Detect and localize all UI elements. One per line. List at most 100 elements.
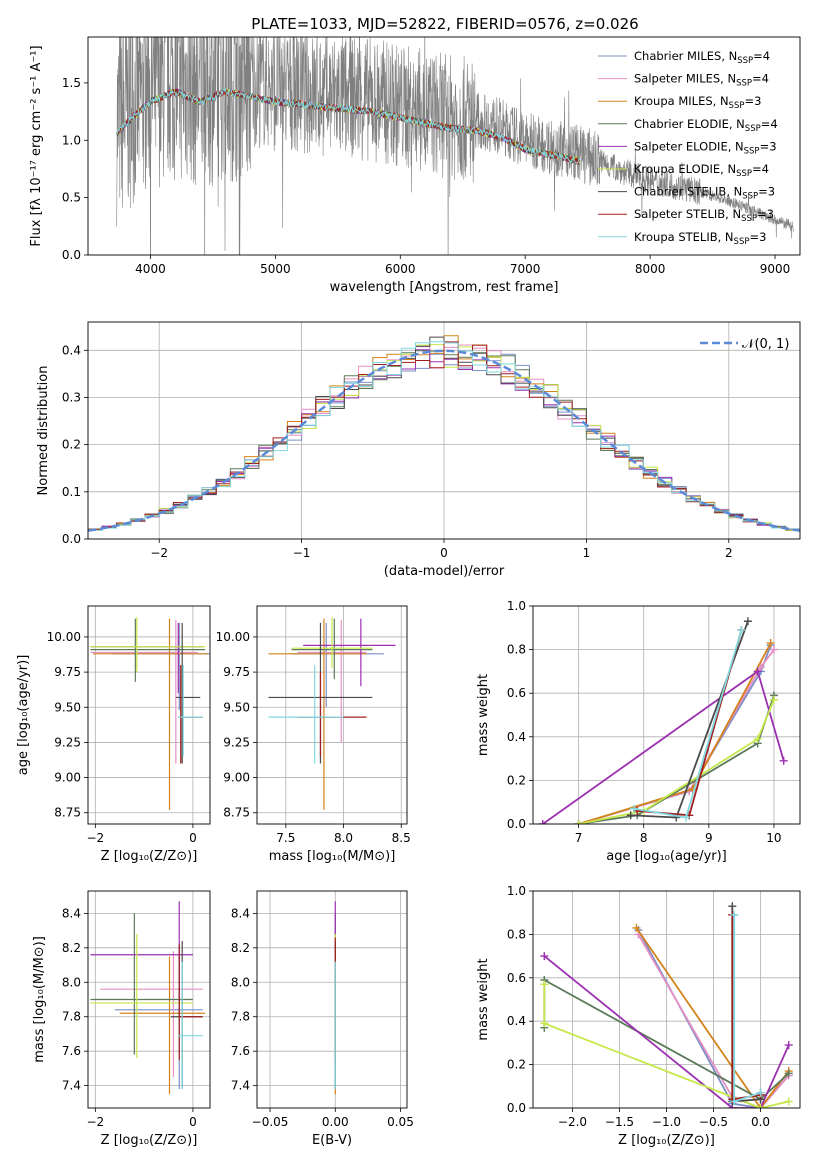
y-tick-label: 8.2 xyxy=(62,941,81,955)
plot-area xyxy=(90,617,210,810)
weight-line-kroupa-stelib xyxy=(733,914,761,1103)
legend-label: Kroupa STELIB, NSSP=3 xyxy=(634,230,766,247)
weight-point xyxy=(730,910,739,919)
plot-area xyxy=(90,901,206,1095)
y-tick-label: 10.00 xyxy=(216,630,250,644)
x-tick-label: 7.5 xyxy=(276,831,295,845)
y-tick-label: 7.8 xyxy=(231,1010,250,1024)
weight-point xyxy=(737,625,746,634)
histogram-kroupa-stelib xyxy=(88,341,800,531)
y-tick-label: 8.0 xyxy=(231,975,250,989)
axes-frame xyxy=(256,605,408,825)
y-tick-label: 0.0 xyxy=(62,248,81,262)
model-spectrum-kroupa-stelib xyxy=(116,87,581,164)
y-axis-label: Normed distribution xyxy=(36,366,51,496)
y-tick-label: 0.0 xyxy=(507,817,526,831)
legend: Chabrier MILES, NSSP=4 Salpeter MILES, NS… xyxy=(598,49,778,247)
figure-title: PLATE=1033, MJD=52822, FIBERID=0576, z=0… xyxy=(251,15,638,33)
weight-point xyxy=(784,1041,793,1050)
x-tick-label: 10 xyxy=(766,831,781,845)
y-tick-label: 0.4 xyxy=(62,343,81,357)
weight-point xyxy=(728,902,737,911)
weight-line-chabrier-miles xyxy=(578,644,772,824)
x-axis-label: Z [log₁₀(Z/Z⊙)] xyxy=(101,1133,198,1148)
x-tick-label: 8.5 xyxy=(392,831,411,845)
x-tick-label: 0.05 xyxy=(387,1115,414,1129)
weight-point xyxy=(766,639,775,648)
y-tick-label: 1.0 xyxy=(507,599,526,613)
x-tick-label: 8000 xyxy=(635,262,666,276)
legend-label: Chabrier ELODIE, NSSP=4 xyxy=(634,117,778,134)
weight-point xyxy=(753,667,762,676)
y-tick-label: 0.4 xyxy=(507,1014,526,1028)
y-tick-label: 0.2 xyxy=(507,1058,526,1072)
weight-line-kroupa-elodie xyxy=(578,699,775,824)
y-tick-label: 7.8 xyxy=(62,1010,81,1024)
weight-point xyxy=(756,1104,765,1108)
x-tick-label: −2 xyxy=(150,546,168,560)
x-tick-label: 0 xyxy=(189,1115,197,1129)
x-tick-label: −2 xyxy=(86,831,104,845)
y-tick-label: 0.4 xyxy=(507,730,526,744)
y-tick-label: 0.1 xyxy=(62,485,81,499)
weight-point xyxy=(730,1097,739,1106)
normal-curve xyxy=(88,349,800,532)
y-tick-label: 8.0 xyxy=(62,975,81,989)
x-tick-label: 0.0 xyxy=(751,1115,770,1129)
y-axis-label: age [log₁₀(age/yr)] xyxy=(16,655,31,776)
weight-line-chabrier-elodie xyxy=(578,695,775,824)
x-tick-label: −0.5 xyxy=(699,1115,728,1129)
weight-line-salpeter-elodie xyxy=(543,955,790,1108)
y-tick-label: 7.4 xyxy=(62,1079,81,1093)
x-axis-label: E(B-V) xyxy=(312,1133,352,1148)
y-tick-label: 0.3 xyxy=(62,390,81,404)
legend-label: Salpeter STELIB, NSSP=3 xyxy=(634,207,774,224)
y-axis-label: mass weight xyxy=(476,674,491,756)
x-axis-label: wavelength [Angstrom, rest frame] xyxy=(330,280,559,295)
weight-point xyxy=(540,980,549,989)
x-tick-label: 9 xyxy=(705,831,713,845)
plot-area xyxy=(268,617,396,810)
weight-point xyxy=(626,811,635,820)
weight-point xyxy=(743,617,752,626)
x-tick-label: 4000 xyxy=(135,262,166,276)
y-tick-label: 0.6 xyxy=(507,971,526,985)
axes-frame xyxy=(87,890,211,1109)
x-tick-label: −1.0 xyxy=(652,1115,681,1129)
x-tick-label: −1.5 xyxy=(605,1115,634,1129)
x-axis-label: mass [log₁₀(M/M⊙)] xyxy=(269,849,396,864)
x-axis-label: age [log₁₀(age/yr)] xyxy=(606,849,727,864)
weight-point xyxy=(769,645,778,654)
x-tick-label: 0.00 xyxy=(322,1115,349,1129)
weight-point xyxy=(538,820,547,824)
y-tick-label: 8.2 xyxy=(231,941,250,955)
weight-line-kroupa-stelib xyxy=(633,629,743,819)
weight-point xyxy=(632,923,641,932)
legend-label: 𝒩(0, 1) xyxy=(742,337,789,352)
x-tick-label: 2 xyxy=(725,546,733,560)
panel-weight-vs-age: 7 8 9 10 0.0 0.2 0.4 0.6 0.8 1.0 age [log₁₀(age/yr… xyxy=(476,599,801,864)
y-tick-label: 0.5 xyxy=(62,191,81,205)
y-tick-label: 7.6 xyxy=(62,1044,81,1058)
legend-label: Salpeter MILES, NSSP=4 xyxy=(634,72,769,89)
plot-area xyxy=(88,335,800,532)
x-tick-label: 8.0 xyxy=(334,831,353,845)
axes-frame xyxy=(87,321,801,540)
legend-label: Salpeter ELODIE, NSSP=3 xyxy=(634,139,777,156)
y-axis-label: Flux [fλ 10⁻¹⁷ erg cm⁻² s⁻¹ A⁻¹] xyxy=(29,45,44,246)
x-axis-label: Z [log₁₀(Z/Z⊙)] xyxy=(101,849,198,864)
y-tick-label: 8.4 xyxy=(62,906,81,920)
x-tick-label: 7 xyxy=(575,831,583,845)
weight-point xyxy=(540,952,549,961)
y-tick-label: 10.00 xyxy=(47,630,81,644)
y-tick-label: 1.0 xyxy=(62,133,81,147)
panel-residuals: −2 −1 0 1 2 0.0 0.1 0.2 0.3 0.4 (data-model)/error… xyxy=(36,321,801,579)
x-axis-label: Z [log₁₀(Z/Z⊙)] xyxy=(618,1133,715,1148)
x-tick-label: 0 xyxy=(440,546,448,560)
y-tick-label: 9.75 xyxy=(223,665,250,679)
y-tick-label: 0.8 xyxy=(507,927,526,941)
y-tick-label: 9.00 xyxy=(223,771,250,785)
weight-line-kroupa-miles xyxy=(635,927,790,1108)
plot-area xyxy=(116,37,794,255)
y-axis-label: mass weight xyxy=(476,958,491,1040)
